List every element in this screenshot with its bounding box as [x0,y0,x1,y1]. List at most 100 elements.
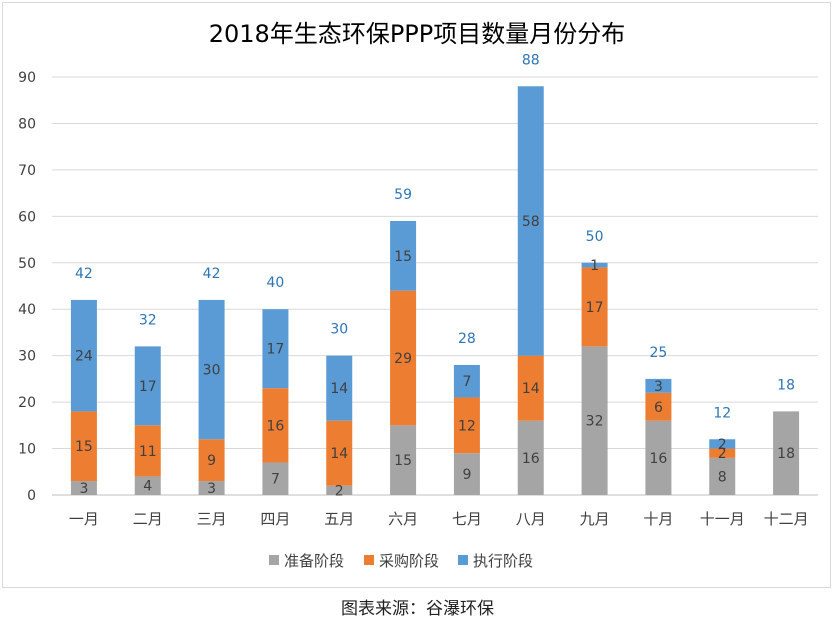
bar-segment [134,476,161,495]
segment-value-label: 17 [586,300,604,316]
x-tick-label: 七月 [452,510,482,528]
bar-segment [581,267,608,347]
bar-segment [390,220,417,291]
y-tick-label: 70 [18,163,36,179]
bar-segment [517,355,544,421]
x-tick-label: 八月 [516,510,546,528]
bar-segment [581,262,608,268]
y-tick-label: 30 [18,349,36,365]
segment-value-label: 58 [522,214,540,230]
bar-segment [453,397,480,454]
segment-value-label: 30 [203,363,221,379]
source-note: 图表来源：谷瀑环保 [341,599,494,619]
y-tick-label: 60 [18,209,36,225]
y-tick-label: 40 [18,302,36,318]
bar-segment [70,481,97,495]
segment-value-label: 29 [394,351,412,367]
bar-segment [70,299,97,412]
legend-label: 准备阶段 [284,552,344,570]
bar-segment [517,420,544,495]
total-value-label: 50 [586,229,604,245]
x-tick-label: 一月 [69,510,99,528]
bar-segment [262,462,289,495]
total-value-label: 32 [139,312,157,328]
stacked-bar-chart: 2018年生态环保PPP项目数量月份分布 0102030405060708090… [18,20,818,570]
y-tick-label: 50 [18,256,36,272]
segment-value-label: 2 [335,483,344,499]
x-tick-label: 二月 [133,510,163,528]
bar-segment [134,346,161,426]
legend-swatch [458,555,468,565]
total-value-label: 42 [203,266,221,282]
segment-value-label: 7 [462,374,471,390]
bar-segment [709,448,736,458]
bar-segment [645,420,672,495]
segment-value-label: 17 [139,379,157,395]
segment-value-label: 2 [718,437,727,453]
bar-segment [326,485,353,495]
segment-value-label: 24 [75,349,93,365]
bars [70,86,800,495]
data-labels: 3152442411173239304271617402141430152915… [75,52,795,499]
total-value-label: 25 [650,345,668,361]
segment-value-label: 7 [271,472,280,488]
y-tick-label: 80 [18,116,36,132]
segment-value-label: 2 [718,446,727,462]
segment-value-label: 32 [586,414,604,430]
bar-segment [198,439,225,482]
total-value-label: 40 [267,275,285,291]
x-tick-label: 十二月 [764,510,809,528]
bar-segment [709,457,736,495]
bar-segment [453,453,480,495]
bar-segment [453,364,480,398]
bar-segment [198,299,225,440]
x-tick-label: 九月 [580,510,610,528]
segment-value-label: 1 [590,258,599,274]
bar-segment [581,346,608,495]
bar-segment [390,425,417,495]
segment-value-label: 16 [267,418,285,434]
x-tick-label: 五月 [324,510,354,528]
segment-value-label: 17 [267,342,285,358]
segment-value-label: 14 [330,446,348,462]
legend-label: 采购阶段 [379,552,439,570]
bar-segment [326,355,353,421]
x-tick-label: 四月 [260,510,290,528]
bar-segment [390,290,417,426]
x-axis-ticks: 一月 二月 三月 四月 五月 六月 七月 八月 九月 十月 十一月 十二月 [69,510,809,528]
segment-value-label: 6 [654,400,663,416]
bar-segment [70,411,97,482]
legend: 准备阶段 采购阶段 执行阶段 [269,552,533,570]
segment-value-label: 3 [654,379,663,395]
segment-value-label: 15 [394,453,412,469]
bar-segment [517,86,544,356]
legend-swatch [269,555,279,565]
y-axis-ticks: 0 10 20 30 40 50 60 70 80 90 [18,70,36,504]
segment-value-label: 4 [143,479,152,495]
bar-segment [262,309,289,389]
x-tick-label: 十一月 [700,510,745,528]
segment-value-label: 18 [777,446,795,462]
y-tick-label: 90 [18,70,36,86]
bar-segment [645,378,672,393]
segment-value-label: 3 [207,481,216,497]
segment-value-label: 12 [458,418,476,434]
segment-value-label: 9 [207,453,216,469]
segment-value-label: 11 [139,444,157,460]
total-value-label: 30 [330,322,348,338]
segment-value-label: 8 [718,469,727,485]
bar-segment [134,425,161,477]
bar-segment [262,388,289,463]
total-value-label: 59 [394,187,412,203]
segment-value-label: 15 [75,439,93,455]
bar-segment [645,392,672,421]
chart-title: 2018年生态环保PPP项目数量月份分布 [209,20,626,48]
x-tick-label: 三月 [197,510,227,528]
y-tick-label: 0 [27,488,36,504]
total-value-label: 18 [777,377,795,393]
y-tick-label: 10 [18,442,36,458]
total-value-label: 12 [713,405,731,421]
segment-value-label: 15 [394,249,412,265]
segment-value-label: 14 [330,381,348,397]
segment-value-label: 16 [650,451,668,467]
